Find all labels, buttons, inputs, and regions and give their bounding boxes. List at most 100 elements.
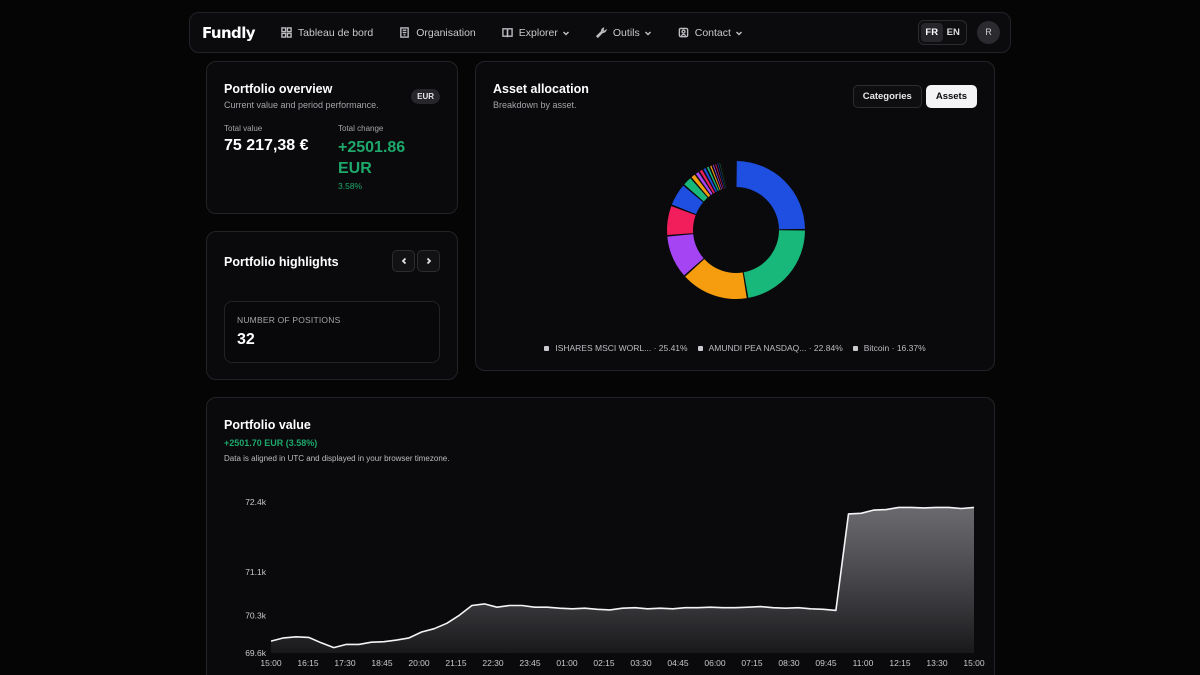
stat-value: 32: [237, 331, 255, 348]
nav-item-organisation[interactable]: Organisation: [399, 27, 476, 39]
stat-label: NUMBER OF POSITIONS: [237, 315, 341, 325]
donut-slice-15[interactable]: [717, 163, 725, 189]
x-tick-label: 01:00: [556, 658, 578, 668]
book-icon: [502, 28, 513, 38]
nav-item-contact[interactable]: Contact: [678, 27, 743, 39]
total-change-label: Total change: [338, 124, 384, 133]
card-title: Asset allocation: [493, 82, 589, 96]
legend-label: AMUNDI PEA NASDAQ... · 22.84%: [708, 343, 843, 353]
y-tick-label: 70.3k: [245, 610, 267, 620]
x-tick-label: 20:00: [408, 658, 430, 668]
grid-icon: [281, 27, 292, 38]
card-subtitle: Breakdown by asset.: [493, 100, 577, 110]
donut-slice-14[interactable]: [715, 163, 724, 189]
donut-slice-0[interactable]: [736, 161, 805, 230]
donut-slice-11[interactable]: [706, 166, 719, 191]
x-tick-label: 06:00: [704, 658, 726, 668]
portfolio-value-card: 69.6k 70.3k 71.1k 72.4k 15:00 16:15 17:30 18:45…: [206, 397, 995, 675]
categories-toggle-button[interactable]: Categories: [852, 85, 922, 108]
donut-slice-3[interactable]: [667, 234, 704, 276]
portfolio-overview-card: Portfolio overview Current value and per…: [206, 61, 458, 214]
x-tick-label: 18:45: [371, 658, 393, 668]
nav-item-label: Outils: [612, 26, 640, 39]
previous-button[interactable]: [392, 250, 415, 272]
x-tick-label: 08:30: [778, 658, 800, 668]
x-tick-label: 15:00: [260, 658, 282, 668]
contact-icon: [678, 27, 689, 38]
next-button[interactable]: [417, 250, 440, 272]
y-tick-label: 71.1k: [245, 567, 267, 577]
chart-area-fill: [271, 507, 974, 653]
x-tick-label: 16:15: [297, 658, 319, 668]
legend-item[interactable]: Bitcoin · 16.37%: [852, 343, 926, 353]
carousel-controls: [392, 250, 440, 272]
chevron-down-icon: [562, 30, 569, 36]
value-change: +2501.70 EUR (3.58%): [224, 438, 318, 448]
x-tick-label: 21:15: [445, 658, 467, 668]
donut-slice-16[interactable]: [719, 162, 726, 189]
donut-slice-17[interactable]: [721, 162, 727, 188]
nav-item-label: Organisation: [416, 26, 476, 39]
donut-slice-5[interactable]: [671, 185, 704, 215]
donut-slice-2[interactable]: [685, 259, 747, 299]
donut-slice-7[interactable]: [691, 174, 711, 198]
x-tick-label: 03:30: [630, 658, 652, 668]
donut-slice-12[interactable]: [710, 165, 721, 191]
chevron-right-icon: [426, 257, 431, 265]
donut-slice-9[interactable]: [699, 169, 715, 194]
legend-label: ISHARES MSCI WORL... · 25.41%: [555, 343, 688, 353]
chevron-left-icon: [401, 257, 406, 265]
legend-item[interactable]: AMUNDI PEA NASDAQ... · 22.84%: [697, 343, 843, 353]
chart-series-line: [270, 506, 975, 649]
nav-item-explorer[interactable]: Explorer: [502, 27, 570, 39]
portfolio-highlights-card: Portfolio highlights NUMBER OF POSITIONS…: [206, 231, 458, 380]
nav-item-label: Tableau de bord: [297, 26, 374, 39]
x-tick-label: 07:15: [741, 658, 763, 668]
total-change-percent: 3.58%: [338, 181, 363, 191]
nav-item-outils[interactable]: Outils: [595, 26, 652, 39]
asset-allocation-card: Asset allocation Breakdown by asset. Cat…: [475, 61, 995, 371]
wrench-icon: [595, 27, 607, 38]
x-tick-label: 09:45: [815, 658, 837, 668]
user-avatar[interactable]: R: [977, 21, 1000, 44]
donut-slice-13[interactable]: [712, 164, 723, 190]
x-tick-label: 17:30: [334, 658, 356, 668]
legend-swatch: [697, 345, 703, 351]
assets-toggle-button[interactable]: Assets: [925, 85, 977, 108]
x-tick-label: 02:15: [593, 658, 615, 668]
donut-slice-4[interactable]: [667, 206, 696, 235]
donut-slice-1[interactable]: [743, 230, 805, 298]
donut-slice-8[interactable]: [695, 172, 713, 195]
lang-en-button[interactable]: EN: [946, 27, 960, 38]
allocation-view-toggle: Categories Assets: [852, 85, 977, 108]
donut-slice-10[interactable]: [703, 168, 717, 193]
x-tick-label: 23:45: [519, 658, 541, 668]
highlight-stat: NUMBER OF POSITIONS 32: [224, 301, 440, 363]
language-switcher: FR EN: [918, 20, 967, 45]
x-tick-label: 15:00: [963, 658, 985, 668]
nav-item-dashboard[interactable]: Tableau de bord: [281, 27, 373, 39]
x-tick-label: 11:00: [853, 658, 874, 668]
donut-slice-6[interactable]: [684, 178, 708, 202]
building-icon: [400, 27, 410, 38]
x-tick-label: 13:30: [926, 658, 948, 668]
total-value-label: Total value: [224, 124, 263, 133]
timezone-note: Data is aligned in UTC and displayed in …: [224, 454, 450, 463]
lang-fr-button[interactable]: FR: [921, 23, 943, 42]
chevron-down-icon: [735, 30, 742, 36]
currency-badge: EUR: [411, 89, 440, 104]
brand-logo[interactable]: Fundly: [202, 23, 256, 42]
portfolio-value-chart[interactable]: 69.6k 70.3k 71.1k 72.4k 15:00 16:15 17:30 18:45…: [207, 398, 996, 675]
top-navbar: Fundly Tableau de bord Organisation Expl…: [189, 12, 1011, 53]
card-title: Portfolio highlights: [224, 255, 339, 269]
allocation-donut-chart: [667, 161, 805, 299]
y-tick-label: 69.6k: [245, 648, 267, 658]
x-tick-label: 12:15: [889, 658, 911, 668]
nav-item-label: Explorer: [518, 26, 558, 39]
nav-item-label: Contact: [694, 26, 731, 39]
legend-item[interactable]: ISHARES MSCI WORL... · 25.41%: [544, 343, 688, 353]
y-tick-label: 72.4k: [245, 497, 267, 507]
legend-label: Bitcoin · 16.37%: [863, 343, 926, 353]
card-subtitle: Current value and period performance.: [224, 100, 379, 110]
total-value: 75 217,38 €: [224, 137, 309, 154]
